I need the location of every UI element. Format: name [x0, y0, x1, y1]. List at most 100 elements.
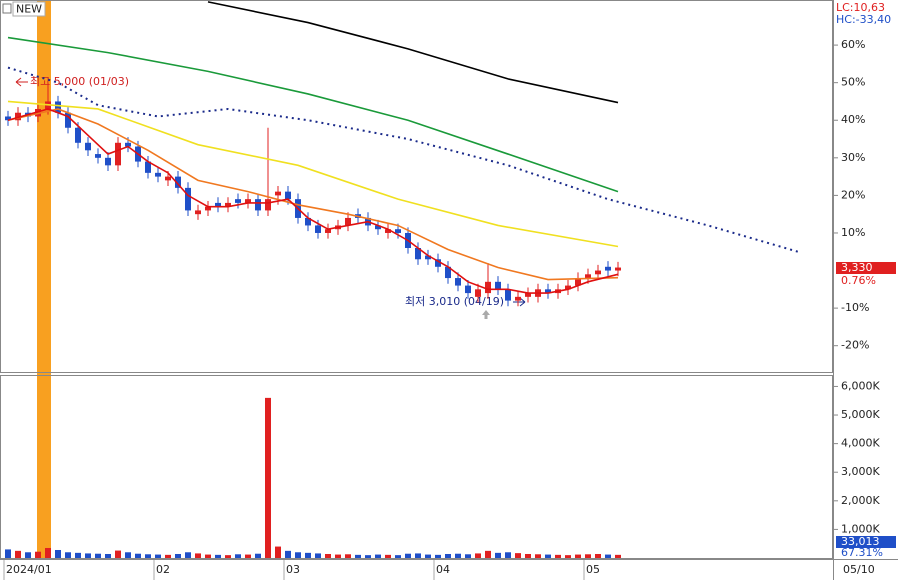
high-arrow: [15, 77, 28, 87]
volume-bar: [325, 553, 331, 558]
volume-tick-label: 1,000K: [841, 522, 880, 535]
x-end-label: 05/10: [843, 563, 875, 576]
candle-body: [385, 229, 391, 233]
volume-panel: [0, 375, 833, 559]
volume-bar: [445, 553, 451, 558]
volume-bar: [45, 547, 51, 558]
volume-tick-label: 6,000K: [841, 379, 880, 392]
volume-label: 33,013: [841, 535, 880, 548]
volume-tick-label: 5,000K: [841, 408, 880, 421]
candle-body: [345, 217, 351, 226]
volume-bar: [485, 550, 491, 558]
candle-body: [315, 225, 321, 233]
candle-body: [255, 199, 261, 211]
candle-body: [115, 142, 121, 166]
volume-bar: [335, 554, 341, 558]
volume-bar: [575, 554, 581, 558]
volume-bar: [605, 554, 611, 558]
volume-bar: [25, 552, 31, 558]
new-badge[interactable]: [12, 1, 46, 17]
volume-bar: [395, 555, 401, 558]
volume-bar: [285, 550, 291, 558]
candle-body: [465, 285, 471, 294]
volume-bar: [555, 554, 561, 558]
volume-bar: [105, 553, 111, 558]
candle-body: [305, 217, 311, 226]
y-tick-label: 60%: [841, 38, 865, 51]
candle-body: [575, 278, 581, 286]
y-tick-label: 30%: [841, 151, 865, 164]
volume-bar: [595, 553, 601, 558]
candle-body: [395, 229, 401, 233]
volume-bar: [215, 554, 221, 558]
volume-bar: [205, 554, 211, 558]
volume-tick-label: 3,000K: [841, 465, 880, 478]
highlight-band: [37, 0, 51, 558]
candle-body: [245, 199, 251, 203]
volume-tag: [836, 536, 896, 548]
volume-bar: [585, 554, 591, 558]
volume-bar: [535, 554, 541, 558]
candle-body: [485, 281, 491, 294]
volume-bar: [545, 554, 551, 558]
candle-body: [615, 267, 621, 271]
volume-bar: [475, 553, 481, 558]
volume-bar: [525, 553, 531, 558]
volume-ratio-label: 67.31%: [841, 546, 883, 559]
volume-bar: [55, 549, 61, 558]
y-tick-label: 40%: [841, 113, 865, 126]
volume-bar: [265, 397, 271, 558]
volume-bar: [465, 554, 471, 558]
low-marker: [482, 310, 490, 319]
volume-bar: [305, 552, 311, 558]
volume-bar: [5, 549, 11, 558]
high-annotation: 최고 5,000 (01/03): [30, 75, 129, 88]
menu-icon[interactable]: [2, 3, 12, 14]
y-tick-label: 10%: [841, 226, 865, 239]
candle-body: [85, 142, 91, 151]
candle-body: [415, 248, 421, 260]
volume-bar: [365, 555, 371, 558]
volume-bar: [95, 553, 101, 558]
x-tick-label: 02: [156, 563, 170, 576]
volume-bar: [495, 552, 501, 558]
candle-body: [185, 187, 191, 211]
candle-body: [585, 274, 591, 279]
change-label: 0.76%: [841, 274, 876, 287]
candle-body: [15, 112, 21, 121]
y-tick-label: 20%: [841, 188, 865, 201]
volume-tick-label: 2,000K: [841, 494, 880, 507]
volume-bar: [405, 553, 411, 558]
candle-body: [455, 278, 461, 286]
new-text: NEW: [16, 3, 42, 16]
volume-bar: [235, 554, 241, 558]
volume-bar: [505, 552, 511, 558]
price-panel: [0, 0, 833, 373]
volume-bar: [165, 554, 171, 558]
y-tick-label: -10%: [841, 301, 869, 314]
moving-average: [7, 108, 619, 294]
candle-body: [5, 116, 11, 121]
volume-bar: [145, 554, 151, 558]
volume-bar: [315, 553, 321, 558]
volume-bar: [175, 553, 181, 558]
candle-body: [165, 176, 171, 181]
candle-body: [565, 285, 571, 290]
candle-body: [195, 210, 201, 215]
volume-bar: [615, 554, 621, 558]
candle-body: [545, 289, 551, 294]
candle-body: [235, 199, 241, 203]
candle-body: [595, 270, 601, 275]
candle-body: [445, 266, 451, 279]
volume-bar: [255, 553, 261, 558]
candle-body: [475, 289, 481, 297]
volume-bar: [385, 554, 391, 558]
volume-bar: [345, 554, 351, 558]
volume-bar: [125, 552, 131, 558]
lc-label: LC:10,63: [836, 1, 885, 14]
candle-body: [125, 142, 131, 147]
volume-bar: [375, 554, 381, 558]
candle-body: [265, 199, 271, 211]
